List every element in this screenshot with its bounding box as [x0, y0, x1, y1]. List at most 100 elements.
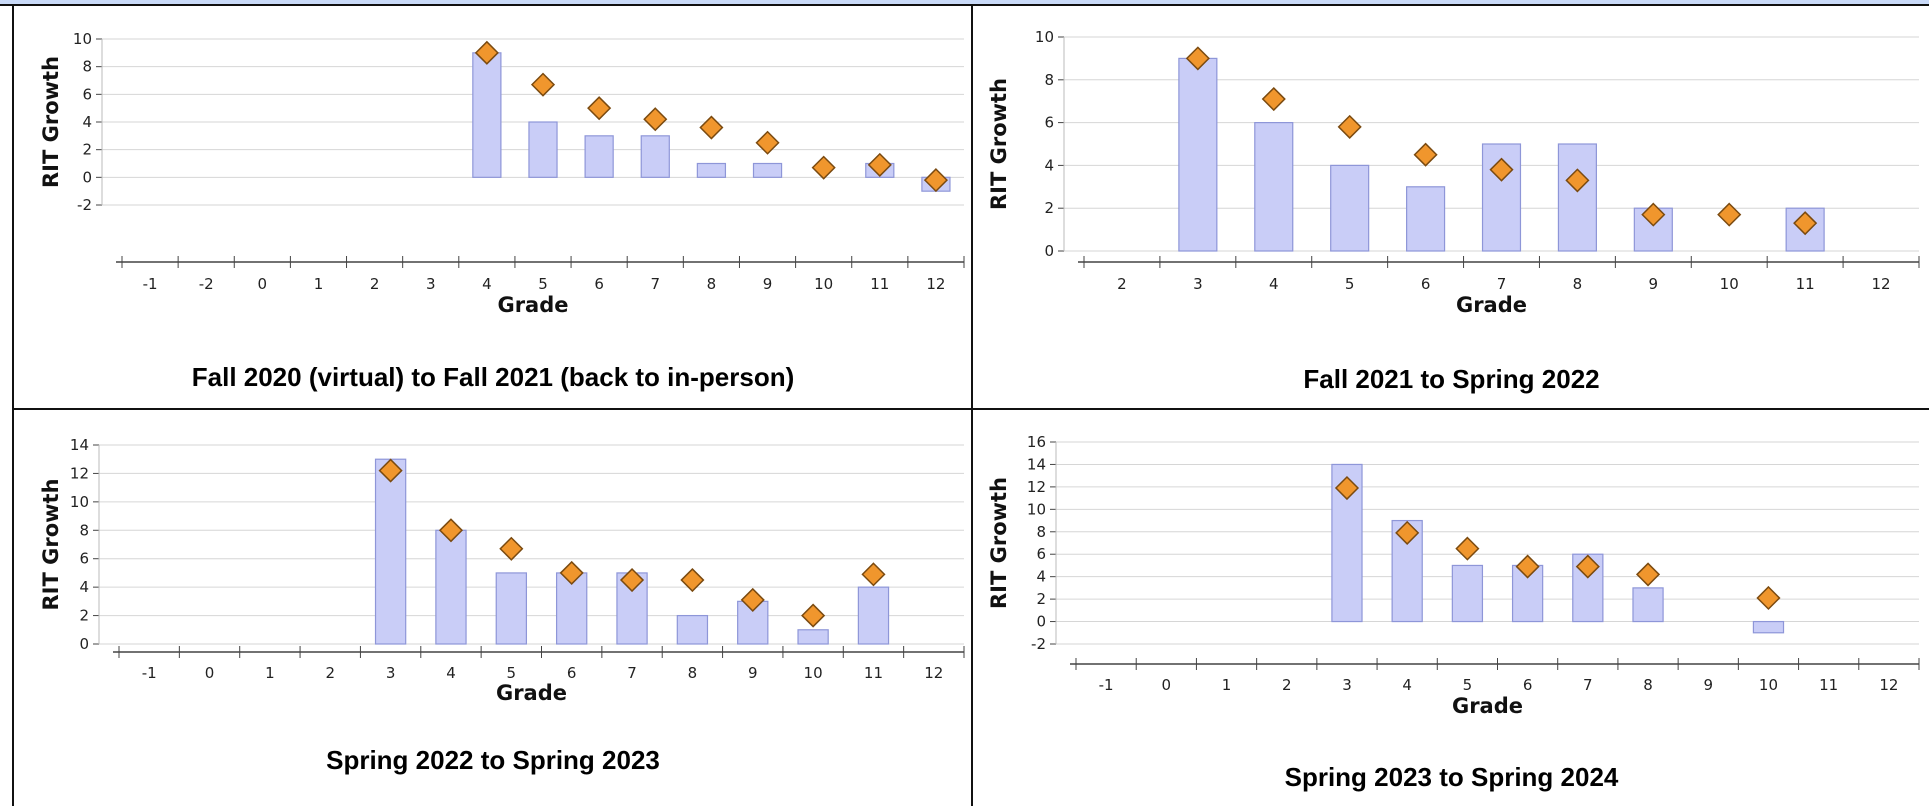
marker-grade-8: [1565, 168, 1590, 193]
marker-grade-7: [1575, 554, 1600, 579]
marker-grade-7: [619, 567, 645, 593]
marker-grade-12: [923, 168, 948, 193]
x-tick-label: 7: [650, 275, 660, 293]
y-tick-label: 4: [82, 113, 92, 131]
marker-grade-4: [1395, 520, 1420, 545]
bar-grade-7: [640, 135, 670, 178]
y-tick-label: 0: [1044, 242, 1054, 260]
marker-grade-4: [438, 518, 464, 543]
chart-caption: Fall 2021 to Spring 2022: [1303, 364, 1600, 394]
x-tick-label: 4: [482, 275, 492, 293]
x-tick-label: 8: [1573, 275, 1583, 293]
x-tick-label: 10: [814, 275, 833, 293]
marker-grade-5: [1337, 114, 1362, 139]
marker-grade-6: [559, 560, 584, 585]
x-tick-label: 4: [1269, 275, 1279, 293]
chart-svg-fall2021-spring2022: 0 2 4 6 8 10 2 3 4 5 6 7 8 9 10 11 12 Grade RIT Growth: [987, 28, 1920, 317]
chart-panel-spring2023-spring2024: -2 0 2 4 6 8 10 12 14 16 -1 0 1 2 3 4 5 6 7 8 9 10 11 12 Grade RI…: [974, 410, 1929, 806]
y-tick-label: 6: [1036, 545, 1046, 563]
y-tick-label: 10: [73, 30, 92, 48]
y-tick-label: 10: [70, 493, 89, 511]
y-tick-label: 8: [1044, 71, 1054, 89]
x-tick-label: 1: [1222, 676, 1232, 694]
marker-grade-5: [530, 72, 556, 97]
chart-caption: Spring 2023 to Spring 2024: [1284, 762, 1619, 792]
chart-panel-spring2022-spring2023: 0 2 4 6 8 10 12 14 -1 0 1 2 3 4 5 6 7 8 9 10 11 12 Grade RIT Gr…: [14, 410, 972, 806]
marker-grade-11: [861, 562, 886, 587]
chart-panel-fall2021-spring2022: 0 2 4 6 8 10 2 3 4 5 6 7 8 9 10 11 12 Grade RIT Growth Fal…: [974, 6, 1929, 408]
y-tick-label: 2: [1036, 590, 1046, 608]
bar-grade-11: [857, 586, 890, 645]
y-tick-label: 12: [70, 464, 89, 482]
y-tick-label: 8: [82, 58, 92, 76]
chart-caption: Fall 2020 (virtual) to Fall 2021 (back t…: [191, 362, 795, 392]
y-tick-label: 12: [1027, 478, 1046, 496]
y-tick-label: 0: [79, 635, 89, 653]
x-tick-label: 1: [314, 275, 324, 293]
marker-grade-10: [811, 155, 836, 180]
y-tick-label: 2: [82, 141, 92, 159]
y-tick-label: -2: [1031, 635, 1046, 653]
bar-grade-4: [472, 52, 502, 178]
x-tick-label: 2: [370, 275, 380, 293]
x-axis-title: Grade: [1456, 293, 1527, 317]
marker-grade-5: [1455, 536, 1480, 561]
y-tick-label: 8: [79, 521, 89, 539]
marker-grade-9: [755, 130, 780, 155]
marker-grade-3: [1334, 475, 1360, 501]
bar-grade-10: [797, 629, 829, 645]
bar-grade-10: [1752, 620, 1785, 634]
x-tick-label: 3: [1193, 275, 1203, 293]
x-tick-label: 2: [1282, 676, 1292, 694]
x-tick-label: 10: [1720, 275, 1739, 293]
y-tick-label: 0: [1036, 613, 1046, 631]
y-tick-label: 2: [79, 607, 89, 625]
x-tick-label: 0: [205, 664, 215, 682]
y-tick-label: 4: [79, 578, 89, 596]
y-tick-label: 16: [1027, 433, 1046, 451]
x-tick-label: 5: [507, 664, 517, 682]
x-tick-label: 8: [688, 664, 698, 682]
y-axis-title: RIT Growth: [39, 56, 63, 188]
x-tick-label: 12: [1871, 275, 1890, 293]
bar-grade-8: [676, 614, 709, 645]
marker-grade-5: [499, 536, 524, 561]
x-tick-label: 6: [1421, 275, 1431, 293]
y-tick-label: 8: [1036, 523, 1046, 541]
y-tick-label: 2: [1044, 199, 1054, 217]
bar-grade-5: [528, 121, 558, 178]
y-axis-title: RIT Growth: [987, 477, 1011, 609]
x-tick-label: 9: [763, 275, 773, 293]
x-tick-label: 9: [1649, 275, 1659, 293]
x-tick-label: 10: [804, 664, 823, 682]
x-tick-label: -1: [143, 275, 158, 293]
x-axis-title: Grade: [497, 293, 568, 317]
x-tick-label: 8: [1643, 676, 1653, 694]
x-tick-label: 0: [1162, 676, 1172, 694]
divider-horizontal: [12, 408, 1929, 410]
y-axis-title: RIT Growth: [987, 78, 1011, 210]
x-tick-label: 3: [426, 275, 436, 293]
x-tick-label: 1: [265, 664, 275, 682]
marker-grade-8: [699, 115, 724, 140]
y-tick-label: 4: [1044, 156, 1054, 174]
x-tick-label: 7: [627, 664, 637, 682]
x-tick-label: 9: [1703, 676, 1713, 694]
marker-grade-6: [1515, 554, 1540, 579]
x-tick-label: 7: [1497, 275, 1507, 293]
x-tick-label: 5: [538, 275, 548, 293]
x-axis-title: Grade: [496, 681, 567, 705]
x-tick-label: 11: [1819, 676, 1838, 694]
x-tick-label: 6: [594, 275, 604, 293]
marker-grade-8: [1635, 562, 1661, 587]
x-tick-label: 3: [386, 664, 396, 682]
y-tick-label: -2: [77, 196, 92, 214]
x-tick-label: 2: [325, 664, 335, 682]
y-tick-label: 6: [79, 550, 89, 568]
bar-grade-3: [374, 458, 407, 645]
chart-panel-fall2020-fall2021: -2 0 2 4 6 8 10 -1 -2 0 1 2 3 4 5 6 7 8 9 10 11 12 Grade RIT Gr…: [14, 6, 972, 408]
x-tick-label: 5: [1463, 676, 1473, 694]
marker-grade-10: [1756, 585, 1781, 611]
